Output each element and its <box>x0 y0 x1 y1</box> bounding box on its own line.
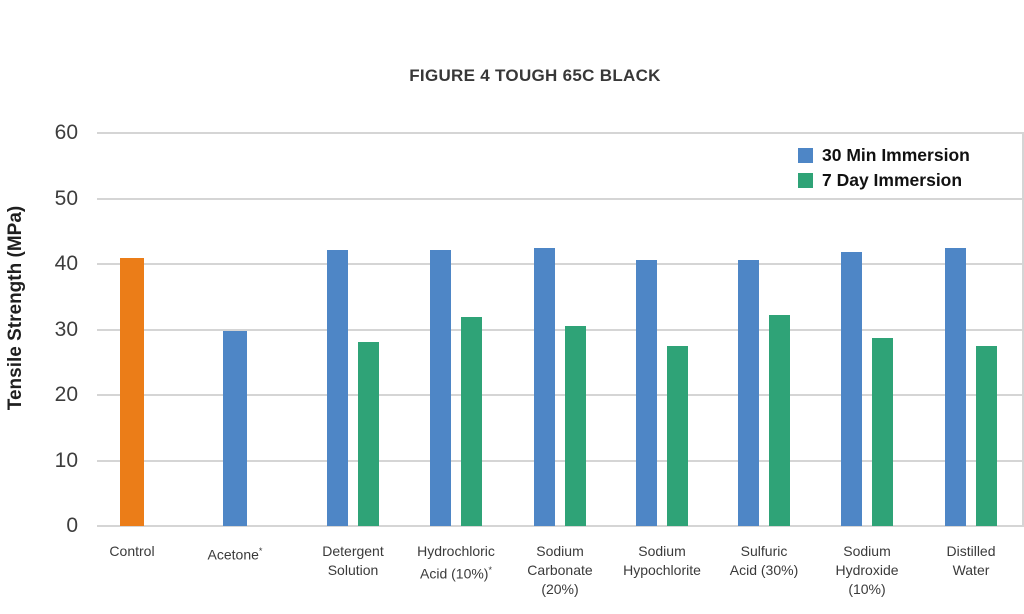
legend-swatch-30-min-immersion-icon <box>798 148 813 163</box>
bar-sodium-hydroxide-10-7-day-immersion <box>872 338 893 526</box>
x-label-sodium-hypochlorite: Sodium Hypochlorite <box>623 543 701 578</box>
legend-swatch-7-day-immersion-icon <box>798 173 813 188</box>
gridline-50 <box>97 197 1024 200</box>
y-tick-label-60: 60 <box>54 121 78 144</box>
legend-label-7-day-immersion: 7 Day Immersion <box>822 170 963 190</box>
gridline-60 <box>97 132 1024 134</box>
plot-right-border <box>1022 133 1024 526</box>
x-label-control: Control <box>109 543 155 559</box>
legend-label-30-min-immersion: 30 Min Immersion <box>822 145 970 165</box>
bar-detergent-solution-7-day-immersion <box>358 341 379 526</box>
legend-item-7-day-immersion: 7 Day Immersion <box>798 168 970 193</box>
x-label-sodium-hydroxide-10: Sodium Hydroxide (10%) <box>835 543 899 597</box>
y-tick-label-30: 30 <box>54 317 78 341</box>
bar-distilled-water-30-min-immersion <box>945 247 966 526</box>
bar-distilled-water-7-day-immersion <box>976 345 997 526</box>
x-label-sulfuric-acid-30: Sulfuric Acid (30%) <box>729 543 799 578</box>
bar-control-30-min-immersion <box>120 258 144 526</box>
bar-hydrochloric-acid-10-7-day-immersion <box>461 317 482 526</box>
bar-hydrochloric-acid-10-30-min-immersion <box>430 249 451 526</box>
chart-title: FIGURE 4 TOUGH 65C BLACK <box>409 66 661 85</box>
bar-sodium-hypochlorite-7-day-immersion <box>667 345 688 526</box>
x-label-acetone: Acetone* <box>207 546 263 563</box>
gridline-0 <box>97 525 1024 527</box>
x-label-sodium-carbonate-20: Sodium Carbonate (20%) <box>527 543 593 597</box>
gridline-30 <box>97 328 1024 331</box>
legend-item-30-min-immersion: 30 Min Immersion <box>798 143 970 168</box>
gridline-20 <box>97 394 1024 396</box>
bar-sodium-carbonate-20-30-min-immersion <box>534 248 555 526</box>
x-label-detergent-solution: Detergent Solution <box>322 543 384 578</box>
x-label-hydrochloric-acid-10: Hydrochloric Acid (10%)* <box>417 543 495 582</box>
bar-sodium-carbonate-20-7-day-immersion <box>565 325 586 526</box>
bar-acetone-30-min-immersion <box>223 331 247 526</box>
y-tick-label-20: 20 <box>54 383 78 406</box>
y-tick-label-10: 10 <box>54 448 78 472</box>
bar-sulfuric-acid-30-7-day-immersion <box>769 315 790 526</box>
legend: 30 Min Immersion 7 Day Immersion <box>798 143 970 193</box>
y-tick-label-40: 40 <box>54 252 78 275</box>
y-tick-label-0: 0 <box>66 514 78 537</box>
bar-sulfuric-acid-30-30-min-immersion <box>738 260 759 526</box>
bar-sodium-hydroxide-10-30-min-immersion <box>841 252 862 526</box>
bar-detergent-solution-30-min-immersion <box>327 250 348 526</box>
bar-sodium-hypochlorite-30-min-immersion <box>636 260 657 526</box>
y-tick-label-50: 50 <box>54 186 78 210</box>
gridline-40 <box>97 263 1024 265</box>
x-label-distilled-water: Distilled Water <box>946 543 996 578</box>
gridline-10 <box>97 459 1024 462</box>
